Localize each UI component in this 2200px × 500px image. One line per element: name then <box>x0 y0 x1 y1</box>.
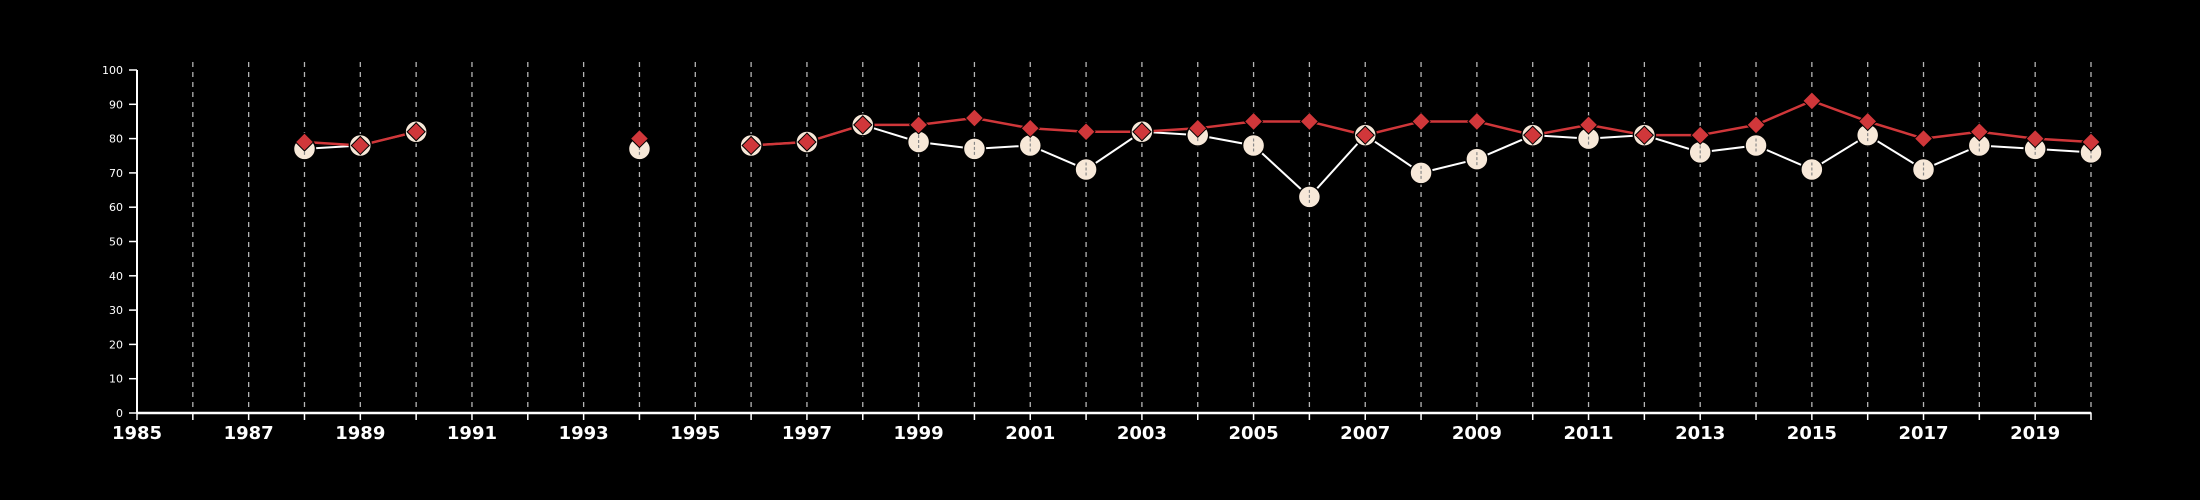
vertical-grid <box>192 62 2092 413</box>
series-1-point-1996 <box>741 135 761 156</box>
x-tick-label: 1997 <box>782 423 832 444</box>
x-tick-label: 1993 <box>559 423 609 444</box>
x-tick-label: 2003 <box>1117 423 1167 444</box>
y-tick-label: 100 <box>102 64 123 77</box>
series-1-point-2003 <box>1132 122 1152 142</box>
series-1-point-2016 <box>1857 111 1878 132</box>
series-1-point-2007 <box>1355 125 1375 145</box>
y-tick-label: 10 <box>109 373 123 386</box>
y-tick-label: 80 <box>109 133 123 146</box>
y-tick-label: 20 <box>109 338 123 351</box>
series-1-point-1994 <box>629 128 650 149</box>
y-tick-label: 30 <box>109 304 123 317</box>
y-tick-label: 40 <box>109 270 123 283</box>
x-tick-label: 2017 <box>1898 423 1948 444</box>
axes <box>136 70 2091 415</box>
series-1-point-1989 <box>350 135 371 156</box>
series-1-point-2010 <box>1523 125 1543 145</box>
x-tick-label: 2009 <box>1452 423 1502 444</box>
x-tick-label: 2007 <box>1340 423 1390 444</box>
x-tick-label: 2015 <box>1787 423 1837 444</box>
series-1-point-2009 <box>1467 111 1487 132</box>
y-tick-label: 0 <box>116 407 123 420</box>
x-tick-label: 2019 <box>2010 423 2060 444</box>
y-axis-ticks: 0 10 20 30 40 50 60 70 80 90 100 <box>102 64 137 420</box>
series-1-point-2004 <box>1188 118 1208 139</box>
x-tick-label: 1985 <box>112 423 162 444</box>
y-tick-label: 50 <box>109 236 123 249</box>
x-tick-label: 2005 <box>1229 423 1279 444</box>
series-1-point-2008 <box>1411 111 1431 132</box>
data-series <box>292 91 2103 209</box>
series-1-point-2014 <box>1746 115 1766 135</box>
x-tick-label: 1999 <box>894 423 944 444</box>
y-tick-label: 90 <box>109 98 123 111</box>
x-tick-label: 1987 <box>224 423 274 444</box>
x-tick-label: 1995 <box>670 423 720 444</box>
series-1-point-2017 <box>1913 128 1934 149</box>
series-1-point-2000 <box>964 108 985 128</box>
x-tick-label: 1991 <box>447 423 497 444</box>
series-1-point-2001 <box>1020 118 1040 139</box>
series-1-point-2011 <box>1578 115 1599 135</box>
x-tick-label: 1989 <box>335 423 385 444</box>
x-axis-ticks: 1985 1987 1989 1991 1993 1995 1997 1999 2001 2003… <box>112 413 2092 444</box>
series-1-point-2013 <box>1690 125 1710 145</box>
series-1-point-2012 <box>1634 125 1655 145</box>
series-1-point-1990 <box>406 122 426 142</box>
x-tick-label: 2001 <box>1005 423 1055 444</box>
series-1-point-1997 <box>797 132 817 152</box>
series-1-point-2002 <box>1076 122 1096 142</box>
y-tick-label: 70 <box>109 167 123 180</box>
series-1-point-1998 <box>853 115 873 135</box>
series-1-point-2020 <box>2081 132 2101 152</box>
series-1-point-2018 <box>1969 122 1990 142</box>
x-tick-label: 2011 <box>1563 423 1613 444</box>
series-1-point-1999 <box>908 115 929 135</box>
series-1-point-2006 <box>1299 111 1320 132</box>
x-tick-label: 2013 <box>1675 423 1725 444</box>
y-tick-label: 60 <box>109 201 123 214</box>
series-1-point-1988 <box>294 132 315 152</box>
series-1-point-2019 <box>2025 128 2045 149</box>
series-1-point-2005 <box>1243 111 1264 132</box>
series-1-point-2015 <box>1802 91 1822 111</box>
